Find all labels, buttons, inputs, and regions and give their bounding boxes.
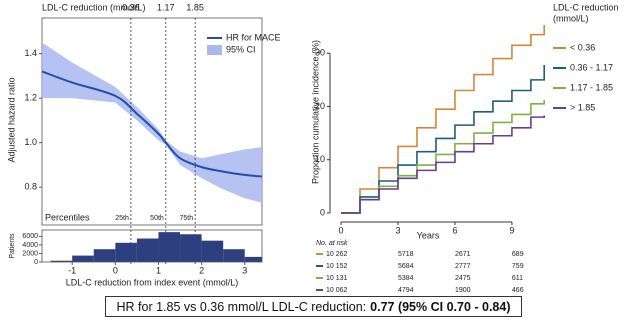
risk-cell: 2671 [455, 251, 471, 258]
x-tick-label: 0 [339, 225, 344, 235]
percentile-label: 75th [180, 215, 194, 222]
incidence-line [341, 64, 546, 214]
y-tick-label: 0 [34, 259, 38, 266]
risk-cell: 2777 [455, 263, 471, 270]
hist-bar [136, 238, 159, 262]
reference-value: 1.17 [157, 2, 175, 12]
x-tick-label: 6 [452, 225, 457, 235]
risk-cell: 10 152 [326, 263, 348, 270]
reference-value: 1.85 [186, 2, 204, 12]
incidence-line [341, 25, 546, 214]
hist-bar [115, 242, 137, 262]
y-tick-label: 6000 [22, 233, 38, 240]
legend-title: (mmol/L) [553, 13, 589, 23]
y-tick-label: 0 [320, 207, 325, 217]
risk-cell: 10 062 [326, 287, 348, 294]
summary-box: HR for 1.85 vs 0.36 mmol/L LDL-C reducti… [105, 296, 522, 317]
reference-value: 0.36 [122, 2, 140, 12]
x-tick-label: 2 [199, 265, 204, 275]
risk-cell: 10 262 [326, 251, 348, 258]
risk-cell: 5684 [398, 263, 414, 270]
risk-cell: 10 131 [326, 275, 348, 282]
x-axis-label: LDL-C reduction from index event (mmol/L… [66, 277, 239, 287]
y-tick-label: 1.0 [24, 137, 37, 147]
risk-cell: 611 [512, 275, 523, 282]
risk-cell: 5384 [398, 275, 414, 282]
x-axis-label: Years [417, 230, 440, 240]
x-tick-label: 9 [509, 225, 514, 235]
risk-cell: 689 [512, 251, 524, 258]
y-tick-label: 1.2 [24, 93, 37, 103]
ci-band [42, 42, 262, 203]
hist-bar [158, 232, 181, 262]
x-tick-label: 1 [156, 265, 161, 275]
legend-label: > 1.85 [570, 102, 595, 112]
y-tick-label: 10 [315, 154, 325, 164]
legend-label: 95% CI [226, 44, 256, 54]
risk-cell: 5718 [398, 251, 414, 258]
hist-bar [93, 249, 116, 262]
y-axis-label: Proportion cumulative incidence (%) [310, 40, 320, 184]
y-tick-label: 4000 [22, 242, 38, 249]
percentiles-title: Percentiles [45, 212, 90, 222]
legend-label: < 0.36 [570, 42, 595, 52]
hist-bar [244, 256, 262, 262]
y-tick-label: 0.8 [24, 182, 37, 192]
y-tick-label: 1.4 [24, 48, 37, 58]
legend-title: LDL-C reduction [553, 2, 619, 12]
charts: 0.8 1.0 1.2 1.4 Adjusted hazard ratio HR for … [6, 2, 619, 294]
risk-table-title: No. at risk [316, 240, 348, 247]
risk-cell: 466 [512, 287, 524, 294]
legend-swatch [207, 45, 222, 55]
x-tick-label: 3 [242, 265, 247, 275]
y-tick-label: 20 [315, 101, 325, 111]
hist-bar [50, 260, 73, 262]
y-axis-label: Adjusted hazard ratio [6, 77, 16, 162]
reference-title: LDL-C reduction (mmol/L) [42, 2, 146, 12]
incidence-line [341, 100, 546, 214]
plot-frame [41, 17, 263, 226]
percentile-label: 25th [115, 215, 129, 222]
y-axis-label: Patients [9, 233, 16, 259]
legend-label: HR for MACE [226, 32, 281, 42]
hist-bar [72, 255, 94, 262]
legend-label: 1.17 - 1.85 [570, 82, 613, 92]
summary-text: HR for 1.85 vs 0.36 mmol/L LDL-C reducti… [116, 299, 367, 314]
plot-frame [41, 229, 263, 263]
y-tick-label: 2000 [22, 250, 38, 257]
incidence-line [341, 115, 546, 214]
risk-cell: 759 [512, 263, 524, 270]
x-tick-label: -1 [68, 265, 76, 275]
x-tick-label: 3 [395, 225, 400, 235]
y-tick-label: 30 [315, 48, 325, 58]
hist-bar [223, 249, 245, 262]
risk-cell: 4794 [398, 287, 414, 294]
risk-cell: 1900 [455, 287, 471, 294]
summary-result: 0.77 (95% CI 0.70 - 0.84) [370, 299, 511, 314]
percentile-label: 50th [150, 215, 164, 222]
hist-bar [180, 234, 202, 262]
hist-bar [201, 240, 224, 262]
risk-cell: 2475 [455, 275, 471, 282]
legend-label: 0.36 - 1.17 [570, 62, 613, 72]
x-tick-label: 0 [113, 265, 118, 275]
